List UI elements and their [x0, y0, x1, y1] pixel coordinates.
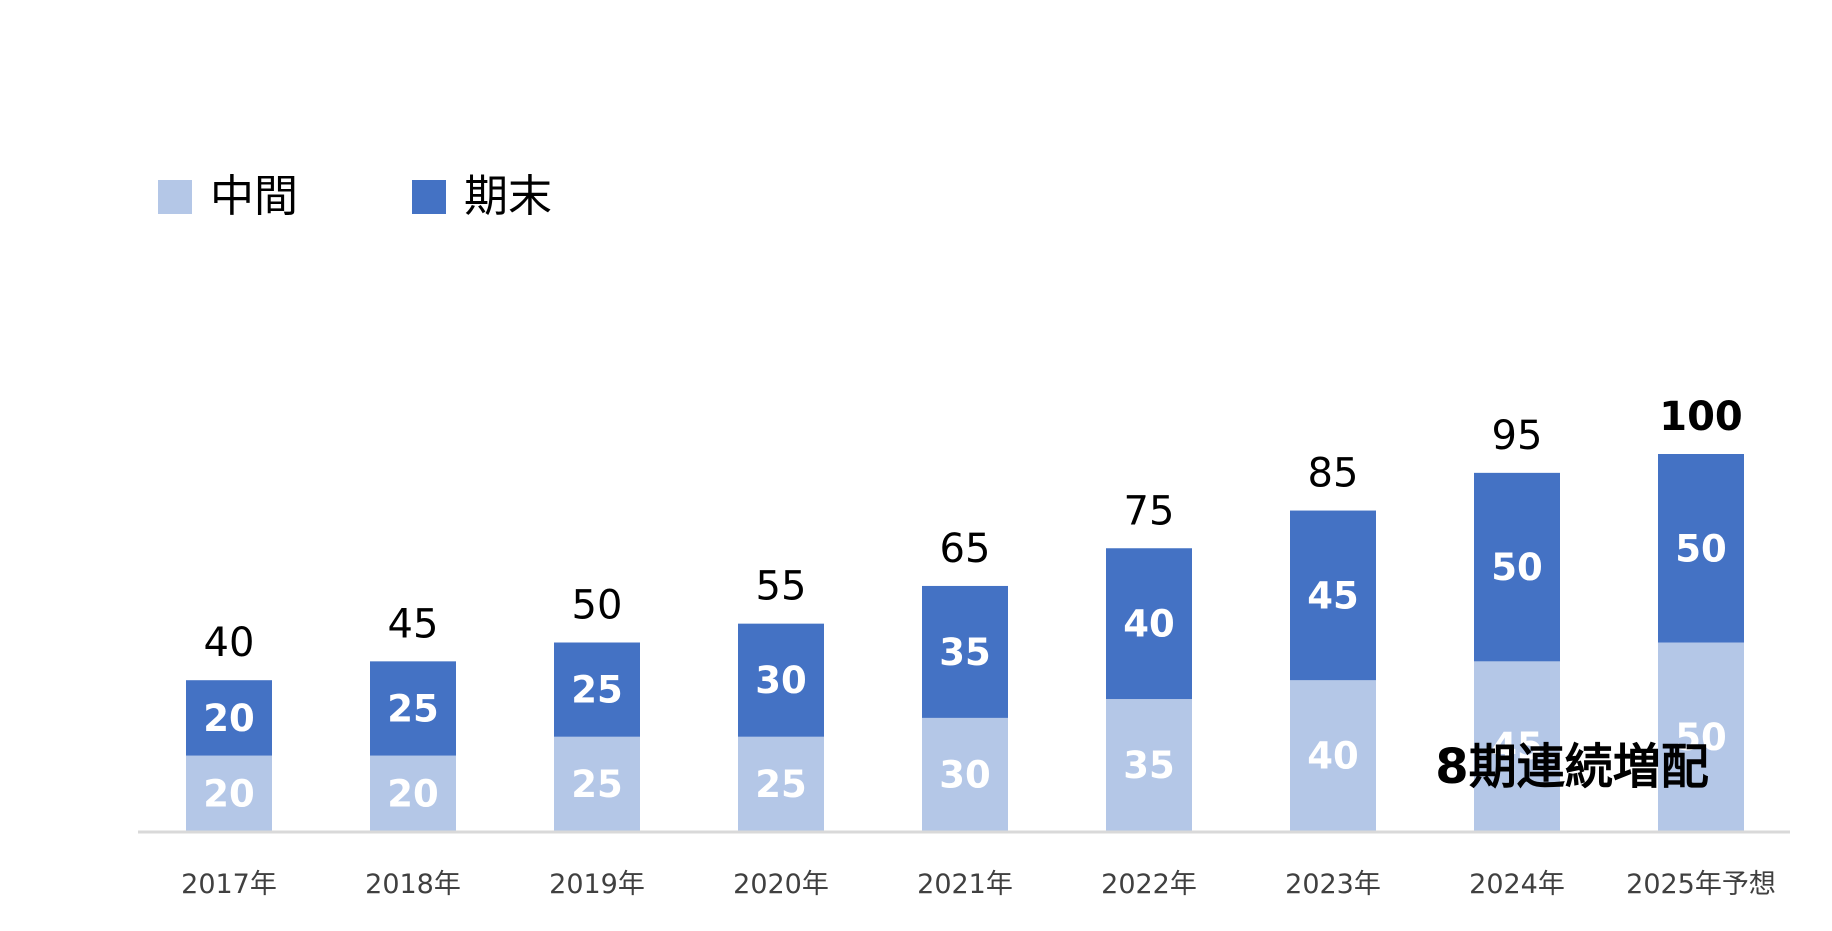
total-label-5: 65 — [940, 526, 991, 572]
total-label-6: 75 — [1124, 488, 1175, 534]
data-label-final-6: 40 — [1123, 603, 1175, 646]
data-label-interim-5: 30 — [939, 753, 991, 796]
legend-label-interim: 中間 — [210, 171, 298, 222]
data-label-interim-4: 25 — [755, 763, 807, 806]
x-tick-label-7: 2023年 — [1285, 869, 1381, 900]
data-label-final-5: 35 — [939, 631, 991, 674]
data-label-final-4: 30 — [755, 659, 807, 702]
data-label-final-1: 20 — [203, 697, 255, 740]
bar-interim-7 — [1290, 680, 1376, 831]
legend-swatch-interim — [158, 180, 192, 214]
data-label-interim-9: 50 — [1675, 716, 1727, 759]
x-tick-label-5: 2021年 — [917, 869, 1013, 900]
bar-final-3 — [554, 642, 640, 737]
x-tick-label-8: 2024年 — [1469, 869, 1565, 900]
x-tick-label-9: 2025年予想 — [1626, 869, 1776, 900]
total-label-3: 50 — [572, 583, 623, 629]
x-tick-label-2: 2018年 — [365, 869, 461, 900]
x-tick-label-4: 2020年 — [733, 869, 829, 900]
bar-final-8 — [1474, 472, 1560, 662]
total-label-7: 85 — [1308, 451, 1359, 497]
data-label-final-8: 50 — [1491, 546, 1543, 589]
bar-interim-2 — [370, 755, 456, 831]
labels-layer: 20 20 40 20 25 45 25 25 50 25 30 55 30 35 65 35 40 75 40 45… — [203, 394, 1743, 815]
total-label-1: 40 — [204, 620, 255, 666]
bar-final-7 — [1290, 510, 1376, 681]
x-tick-label-6: 2022年 — [1101, 869, 1197, 900]
legend: 中間 期末 — [158, 171, 552, 222]
data-label-interim-2: 20 — [387, 772, 439, 815]
annotation-consecutive-increase: 8期連続増配 — [1435, 739, 1708, 795]
data-label-final-9: 50 — [1675, 527, 1727, 570]
bar-interim-3 — [554, 736, 640, 831]
bar-interim-9 — [1658, 642, 1744, 831]
bar-final-2 — [370, 661, 456, 756]
data-label-interim-1: 20 — [203, 772, 255, 815]
bar-final-5 — [922, 585, 1008, 718]
data-label-interim-8: 45 — [1491, 725, 1543, 768]
bar-interim-8 — [1474, 661, 1560, 831]
bar-final-6 — [1106, 548, 1192, 700]
bars-layer — [186, 454, 1744, 831]
legend-label-final: 期末 — [464, 171, 552, 222]
bar-interim-6 — [1106, 699, 1192, 831]
total-label-9: 100 — [1659, 394, 1743, 440]
bar-interim-1 — [186, 755, 272, 831]
bar-interim-5 — [922, 717, 1008, 831]
data-label-interim-3: 25 — [571, 763, 623, 806]
data-label-final-3: 25 — [571, 669, 623, 712]
bar-final-1 — [186, 680, 272, 756]
bar-interim-4 — [738, 736, 824, 831]
total-label-8: 95 — [1492, 413, 1543, 459]
legend-swatch-final — [412, 180, 446, 214]
total-label-2: 45 — [388, 601, 439, 647]
x-tick-label-1: 2017年 — [181, 869, 277, 900]
data-label-interim-7: 40 — [1307, 735, 1359, 778]
x-tick-label-3: 2019年 — [549, 869, 645, 900]
data-label-final-2: 25 — [387, 687, 439, 730]
bar-final-9 — [1658, 454, 1744, 643]
data-label-interim-6: 35 — [1123, 744, 1175, 787]
x-tick-labels: 2017年 2018年 2019年 2020年 2021年 2022年 2023年 2024年… — [181, 869, 1776, 900]
total-label-4: 55 — [756, 564, 807, 610]
bar-final-4 — [738, 623, 824, 737]
data-label-final-7: 45 — [1307, 574, 1359, 617]
